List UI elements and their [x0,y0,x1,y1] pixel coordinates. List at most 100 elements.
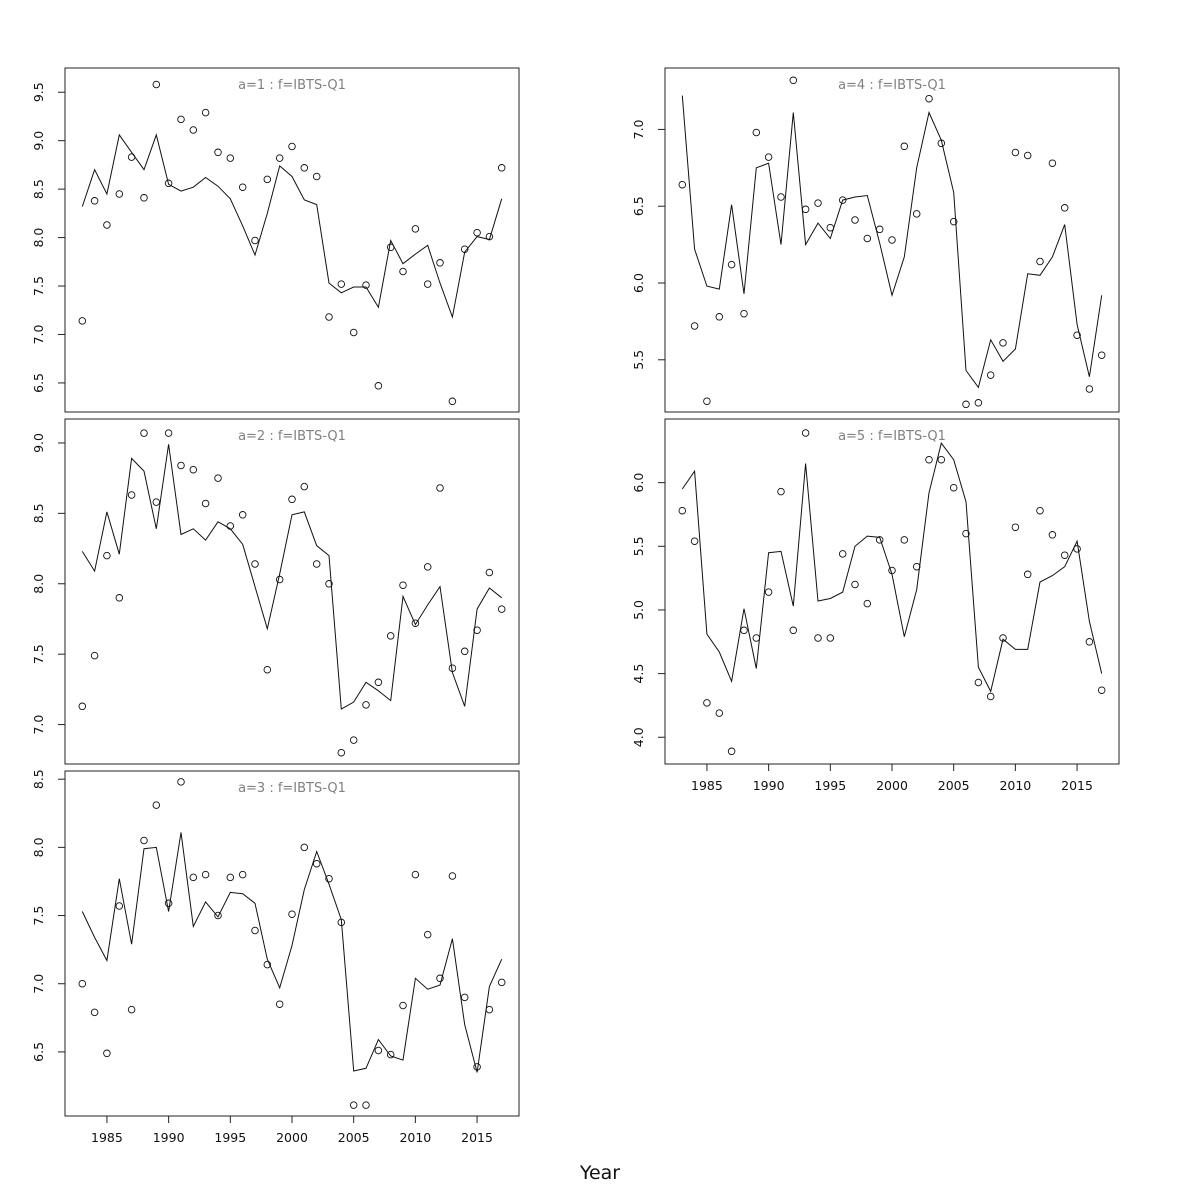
observed-point [485,568,494,577]
observed-point [912,562,921,571]
observed-point [1073,545,1081,553]
observed-point [789,626,798,635]
observed-point [263,665,272,674]
observed-point [263,175,272,184]
y-tick-label: 8.0 [31,837,46,857]
y-tick-label: 6.5 [31,1042,46,1062]
observed-point [362,701,370,709]
observed-point [152,80,161,89]
observed-point [189,465,198,474]
observed-point [777,193,785,201]
observed-point [448,872,457,880]
observed-point [238,511,247,519]
observed-point [374,382,383,390]
observed-point [937,139,946,148]
observed-point [826,223,835,232]
panel-title: a=1 : f=IBTS-Q1 [238,78,346,93]
observed-point [349,1101,358,1109]
y-tick-label: 4.5 [631,664,646,684]
fitted-line [81,832,503,1073]
observed-point [912,210,921,218]
observed-point [752,634,761,642]
observed-point [214,148,222,157]
x-tick-label: 1995 [214,1130,246,1145]
observed-point [423,930,432,939]
observed-point [838,550,847,558]
observed-point [140,429,148,437]
observed-point [251,926,259,935]
observed-point [177,778,185,786]
observed-point [1097,686,1106,694]
observed-point [949,217,958,226]
observed-point [201,499,210,508]
observed-point [888,236,896,244]
y-tick-label: 5.5 [631,536,646,556]
observed-point [801,429,810,437]
observed-point [325,874,333,883]
fitted-line [81,444,503,710]
observed-point [275,154,284,162]
observed-point [90,197,99,205]
observed-point [1085,638,1094,646]
x-axis-label: Year [579,1162,620,1184]
y-tick-label: 9.0 [31,433,46,453]
observed-point [399,267,407,276]
observed-point [962,400,970,409]
observed-point [1023,570,1032,579]
observed-point [164,179,173,188]
observed-point [78,979,87,988]
observed-point [275,1000,284,1008]
observed-point [1060,551,1069,559]
observed-point [460,245,469,253]
panel-title: a=2 : f=IBTS-Q1 [238,429,346,444]
observed-point [115,190,124,198]
observed-point [1073,331,1081,339]
observed-point [925,455,933,464]
y-tick-label: 8.5 [31,503,46,523]
observed-point [740,626,748,635]
observed-point [436,259,444,267]
observed-point [411,225,420,233]
observed-point [473,626,481,634]
observed-point [386,632,395,640]
observed-point [814,199,822,207]
observed-point [189,873,198,882]
observed-point [1048,159,1057,167]
observed-point [986,692,995,701]
observed-point [411,619,420,627]
x-tick-label: 2010 [399,1130,431,1145]
observed-point [1023,151,1032,160]
observed-point [814,634,822,642]
observed-point [1036,257,1044,266]
observed-point [349,736,358,744]
observed-point [374,1046,383,1055]
observed-point [127,491,136,499]
y-tick-label: 8.5 [31,179,46,199]
observed-point [962,529,970,538]
observed-point [715,313,724,321]
observed-point [448,397,457,406]
panel-frame [64,67,520,413]
panel-frame [664,67,1120,413]
observed-point [925,94,933,103]
observed-point [423,563,432,571]
observed-point [727,747,736,756]
observed-point [1060,204,1069,212]
y-tick-label: 7.5 [31,906,46,926]
observed-point [288,910,296,918]
observed-point [263,960,272,969]
observed-point [460,647,469,656]
observed-point [374,678,383,687]
observed-point [678,506,687,515]
observed-point [214,911,222,920]
observed-point [362,1101,370,1109]
y-tick-label: 9.5 [31,82,46,102]
panel-title: a=4 : f=IBTS-Q1 [838,78,946,93]
observed-point [312,859,321,868]
observed-point [226,873,235,882]
panel-1: a=1 : f=IBTS-Q1 6.5 7.0 7.5 8.0 8.5 9.0 9.5 [31,67,520,413]
observed-point [386,1050,395,1059]
observed-point [448,664,457,672]
observed-point [875,536,884,544]
observed-point [715,709,724,717]
